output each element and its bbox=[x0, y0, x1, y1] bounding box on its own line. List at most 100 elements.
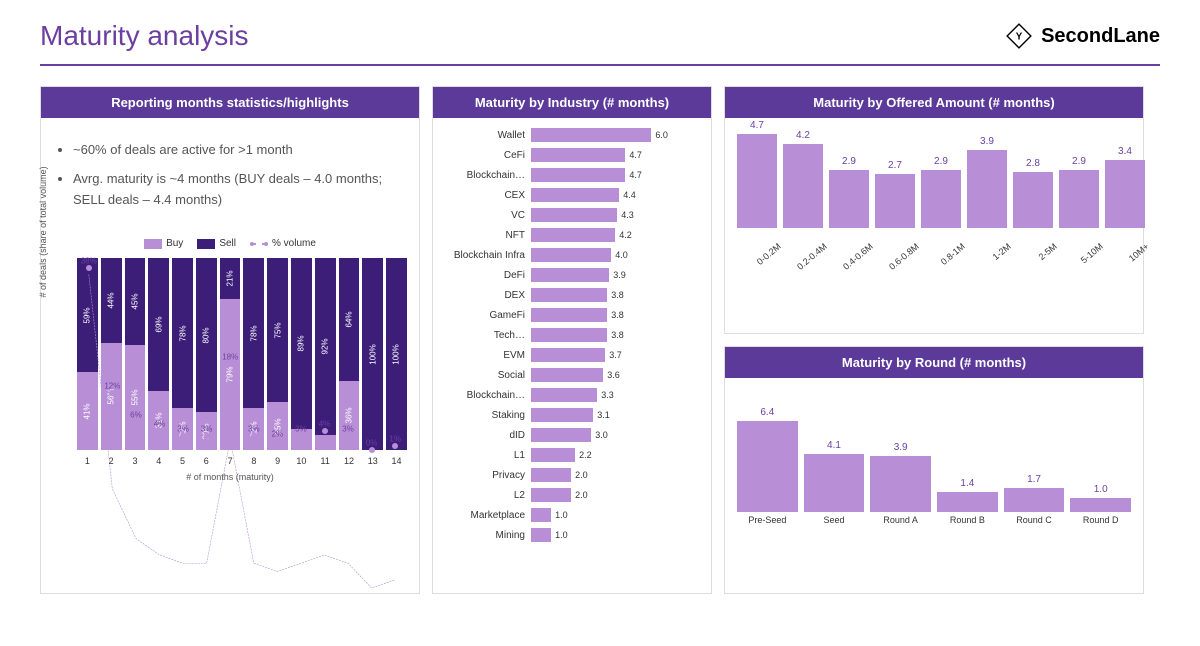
industry-row: DeFi3.9 bbox=[441, 266, 703, 284]
vbar-value: 6.4 bbox=[760, 407, 774, 418]
industry-bar-fill bbox=[531, 388, 597, 402]
vbar-label: Round B bbox=[950, 516, 985, 526]
panel-industry-header: Maturity by Industry (# months) bbox=[433, 87, 711, 118]
bar-buy-segment bbox=[315, 435, 336, 450]
vbar-fill bbox=[1013, 172, 1053, 228]
industry-row: CEX4.4 bbox=[441, 186, 703, 204]
industry-value: 3.8 bbox=[607, 288, 624, 302]
industry-value: 3.1 bbox=[593, 408, 610, 422]
vbar-value: 3.4 bbox=[1118, 146, 1132, 157]
industry-row: VC4.3 bbox=[441, 206, 703, 224]
industry-value: 3.6 bbox=[603, 368, 620, 382]
xtick: 8 bbox=[243, 456, 264, 466]
industry-bar-fill bbox=[531, 508, 551, 522]
vbar-column: 4.20.2-0.4M bbox=[783, 130, 823, 266]
industry-value: 3.8 bbox=[607, 328, 624, 342]
industry-row: dID3.0 bbox=[441, 426, 703, 444]
chart-legend: Buy Sell % volume bbox=[49, 238, 411, 249]
industry-label: Blockchain… bbox=[441, 170, 531, 181]
industry-label: GameFi bbox=[441, 310, 531, 321]
brand-name: SecondLane bbox=[1041, 25, 1160, 48]
vbar-label: Pre-Seed bbox=[748, 516, 786, 526]
xaxis-label: # of months (maturity) bbox=[186, 472, 274, 482]
bar-column: 80%20% bbox=[196, 258, 217, 450]
industry-bar-track: 4.2 bbox=[531, 228, 703, 242]
vbar-value: 1.7 bbox=[1027, 474, 1041, 485]
industry-bar-fill bbox=[531, 408, 593, 422]
bar-buy-value: 56% bbox=[107, 389, 116, 405]
industry-bar-fill bbox=[531, 488, 571, 502]
industry-bar-track: 4.4 bbox=[531, 188, 703, 202]
bar-sell-value: 92% bbox=[321, 339, 330, 355]
panel-amount: Maturity by Offered Amount (# months) 4.… bbox=[724, 86, 1144, 334]
industry-bar-track: 3.8 bbox=[531, 308, 703, 322]
bar-sell-value: 45% bbox=[130, 294, 139, 310]
industry-bar-fill bbox=[531, 528, 551, 542]
industry-value: 4.0 bbox=[611, 248, 628, 262]
industry-bar-track: 4.3 bbox=[531, 208, 703, 222]
bar-buy-value: 36% bbox=[344, 408, 353, 424]
bar-buy-value: 41% bbox=[83, 403, 92, 419]
industry-bar-fill bbox=[531, 128, 651, 142]
bar-sell-segment: 59% bbox=[77, 258, 98, 371]
panel-industry: Maturity by Industry (# months) Wallet 6.… bbox=[432, 86, 712, 594]
industry-value: 4.7 bbox=[625, 148, 642, 162]
vbar-fill bbox=[1059, 170, 1099, 228]
industry-value: 3.3 bbox=[597, 388, 614, 402]
xtick: 10 bbox=[291, 456, 312, 466]
vbar-label: Round A bbox=[883, 516, 918, 526]
bar-buy-segment: 36% bbox=[339, 381, 360, 450]
industry-bar-fill bbox=[531, 268, 609, 282]
industry-label: L1 bbox=[441, 450, 531, 461]
industry-label: Wallet bbox=[441, 130, 531, 141]
industry-bar-track: 1.0 bbox=[531, 508, 703, 522]
vbar-label: Seed bbox=[823, 516, 844, 526]
industry-row: Blockchain… 3.3 bbox=[441, 386, 703, 404]
legend-vol-swatch bbox=[250, 243, 268, 245]
panel-round-header: Maturity by Round (# months) bbox=[725, 347, 1143, 378]
industry-label: Blockchain Infra bbox=[441, 250, 531, 261]
vbar-fill bbox=[829, 170, 869, 228]
bar-sell-segment: 80% bbox=[196, 258, 217, 412]
industry-bar-track: 4.7 bbox=[531, 148, 703, 162]
vbar-column: 2.90.8-1M bbox=[921, 156, 961, 266]
bar-sell-segment: 92% bbox=[315, 258, 336, 435]
svg-text:Y: Y bbox=[1016, 32, 1023, 43]
industry-row: GameFi3.8 bbox=[441, 306, 703, 324]
industry-bar-track: 2.2 bbox=[531, 448, 703, 462]
vbar-column: 1.4Round B bbox=[937, 478, 998, 526]
industry-row: Wallet 6.0 bbox=[441, 126, 703, 144]
bar-buy-value: 25% bbox=[273, 418, 282, 434]
industry-value: 2.2 bbox=[575, 448, 592, 462]
industry-label: Marketplace bbox=[441, 510, 531, 521]
bar-buy-value: 79% bbox=[226, 367, 235, 383]
vbar-column: 6.4 Pre-Seed bbox=[737, 407, 798, 526]
xtick: 3 bbox=[125, 456, 146, 466]
bar-buy-segment: 31% bbox=[148, 391, 169, 451]
bar-buy-segment: 79% bbox=[220, 299, 241, 451]
industry-bar-fill bbox=[531, 368, 603, 382]
vbar-fill bbox=[783, 144, 823, 228]
industry-label: Staking bbox=[441, 410, 531, 421]
industry-bar-track: 3.7 bbox=[531, 348, 703, 362]
industry-value: 6.0 bbox=[651, 128, 668, 142]
industry-label: Blockchain… bbox=[441, 390, 531, 401]
bar-sell-value: 78% bbox=[178, 325, 187, 341]
bar-column: 75%25% bbox=[267, 258, 288, 450]
vbar-fill bbox=[870, 456, 931, 512]
vbar-column: 1.7Round C bbox=[1004, 474, 1065, 526]
legend-sell-label: Sell bbox=[219, 238, 236, 249]
industry-label: L2 bbox=[441, 490, 531, 501]
vbar-value: 2.8 bbox=[1026, 158, 1040, 169]
industry-value: 1.0 bbox=[551, 528, 568, 542]
vbar-column: 4.1Seed bbox=[804, 440, 865, 526]
bar-sell-segment: 78% bbox=[172, 258, 193, 408]
page-title: Maturity analysis bbox=[40, 20, 249, 52]
bar-buy-segment: 55% bbox=[125, 345, 146, 451]
industry-row: Tech…3.8 bbox=[441, 326, 703, 344]
vbar-column: 4.70-0.2M bbox=[737, 120, 777, 266]
industry-bar-fill bbox=[531, 208, 617, 222]
bar-buy-segment: 56% bbox=[101, 343, 122, 451]
xtick: 12 bbox=[339, 456, 360, 466]
industry-bar-fill bbox=[531, 348, 605, 362]
